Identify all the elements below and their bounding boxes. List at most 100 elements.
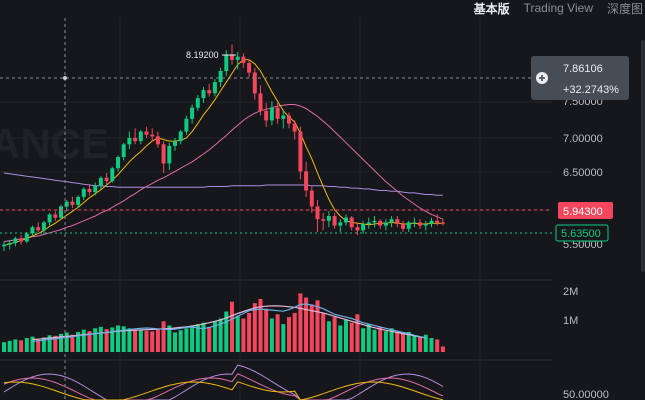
candle-body <box>144 131 149 135</box>
volume-bar <box>24 338 29 352</box>
volume-bar <box>13 339 18 352</box>
volume-bar <box>309 304 314 352</box>
candle-body <box>241 56 246 64</box>
tab-tradingview[interactable]: Trading View <box>523 1 593 15</box>
volume-bar <box>258 298 263 352</box>
volume-bar <box>281 324 286 352</box>
plus-circle-icon[interactable] <box>536 72 548 84</box>
candle-body <box>230 55 234 60</box>
candle-body <box>378 220 383 226</box>
volume-bar <box>361 328 366 352</box>
volume-bar <box>155 329 160 352</box>
candle-body <box>401 224 405 229</box>
candle-body <box>104 177 109 181</box>
volume-bar <box>178 330 183 352</box>
volume-bar <box>230 301 234 352</box>
crosshair-price-label[interactable]: 7.86106 +32.2743% <box>531 56 629 100</box>
candle-body <box>207 90 212 94</box>
candle-body <box>98 177 103 186</box>
volume-bar <box>207 326 212 352</box>
candle-body <box>418 222 423 226</box>
ma7-line <box>3 59 443 246</box>
volume-bar <box>406 331 411 352</box>
volume-bar <box>138 330 143 352</box>
crosshair-change: +32.2743% <box>563 84 619 96</box>
indicator-line <box>3 381 444 400</box>
right-scrollbar[interactable] <box>641 40 645 272</box>
volume-bar <box>275 314 280 352</box>
candle-body <box>440 222 445 224</box>
volume-bar <box>7 340 12 352</box>
volume-bar <box>332 317 337 352</box>
candle-body <box>315 206 320 220</box>
volume-bar <box>298 293 303 352</box>
candle-body <box>138 131 143 142</box>
candle-body <box>383 222 388 226</box>
crosshair-price: 7.86106 <box>563 63 603 75</box>
candle-body <box>59 206 63 218</box>
candle-body <box>361 224 366 231</box>
volume-bar <box>98 326 103 352</box>
volume-bar <box>224 311 229 352</box>
candle-body <box>161 144 166 164</box>
candle-body <box>93 185 98 193</box>
volume-bar <box>53 335 58 352</box>
candle-body <box>133 137 138 142</box>
volume-bar <box>47 335 52 352</box>
candle-body <box>70 201 75 205</box>
candle-body <box>338 222 343 226</box>
current-price-value: 5.94300 <box>563 206 603 218</box>
volume-bar <box>287 317 291 352</box>
tab-basic[interactable]: 基本版 <box>473 1 510 16</box>
candle-body <box>87 188 92 193</box>
candle-body <box>53 214 58 218</box>
volume-bar <box>344 319 348 352</box>
volume-bar <box>93 328 98 352</box>
volume-bar <box>378 326 383 352</box>
indicator-tick-label: 50.00000 <box>563 389 609 400</box>
volume-bar <box>70 334 75 352</box>
candle-body <box>201 90 206 99</box>
volume-bar <box>104 329 109 352</box>
candle-body <box>412 222 417 224</box>
candle-body <box>349 217 354 228</box>
tab-depth[interactable]: 深度图 <box>606 1 643 16</box>
crosshair-dot <box>63 76 67 80</box>
candle-body <box>224 55 229 71</box>
candle-body <box>298 131 303 172</box>
volume-bar <box>395 332 400 352</box>
volume-bar <box>366 324 371 352</box>
candle-body <box>178 131 183 142</box>
volume-bar <box>304 297 309 352</box>
volume-bar <box>133 329 138 352</box>
volume-bar <box>30 336 35 352</box>
candle-body <box>258 93 263 111</box>
volume-bar <box>412 335 417 352</box>
candle-body <box>247 63 252 73</box>
candle-body <box>304 171 309 191</box>
candle-body <box>321 219 326 221</box>
ma99-line <box>3 172 443 196</box>
volume-bar <box>161 321 166 352</box>
candle-body <box>264 110 269 121</box>
current-price-badge: 5.94300 <box>558 202 613 219</box>
candle-body <box>7 243 12 245</box>
candle-body <box>406 222 411 229</box>
moving-average-lines <box>3 59 444 246</box>
ma25-line <box>3 104 444 242</box>
candle-body <box>252 72 257 94</box>
volume-bar <box>173 332 177 352</box>
candle-body <box>110 168 115 181</box>
candle-body <box>281 115 286 119</box>
volume-bar <box>355 314 360 352</box>
volume-bar <box>269 318 274 352</box>
volume-bar <box>264 308 269 352</box>
high-price-label: 8.19200 <box>186 50 219 60</box>
volume-layer <box>2 293 445 352</box>
candle-body <box>19 238 24 242</box>
candle-body <box>2 244 6 247</box>
candle-body <box>269 107 274 121</box>
volume-bar <box>315 300 320 352</box>
candle-body <box>287 115 291 124</box>
